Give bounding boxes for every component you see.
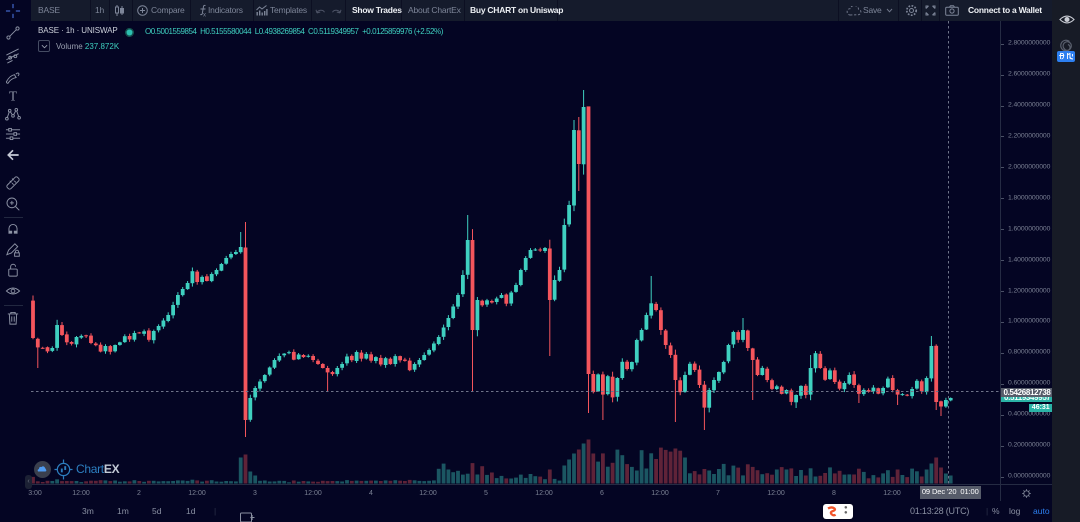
svg-text:T: T xyxy=(9,89,17,104)
svg-text:x: x xyxy=(203,13,206,18)
